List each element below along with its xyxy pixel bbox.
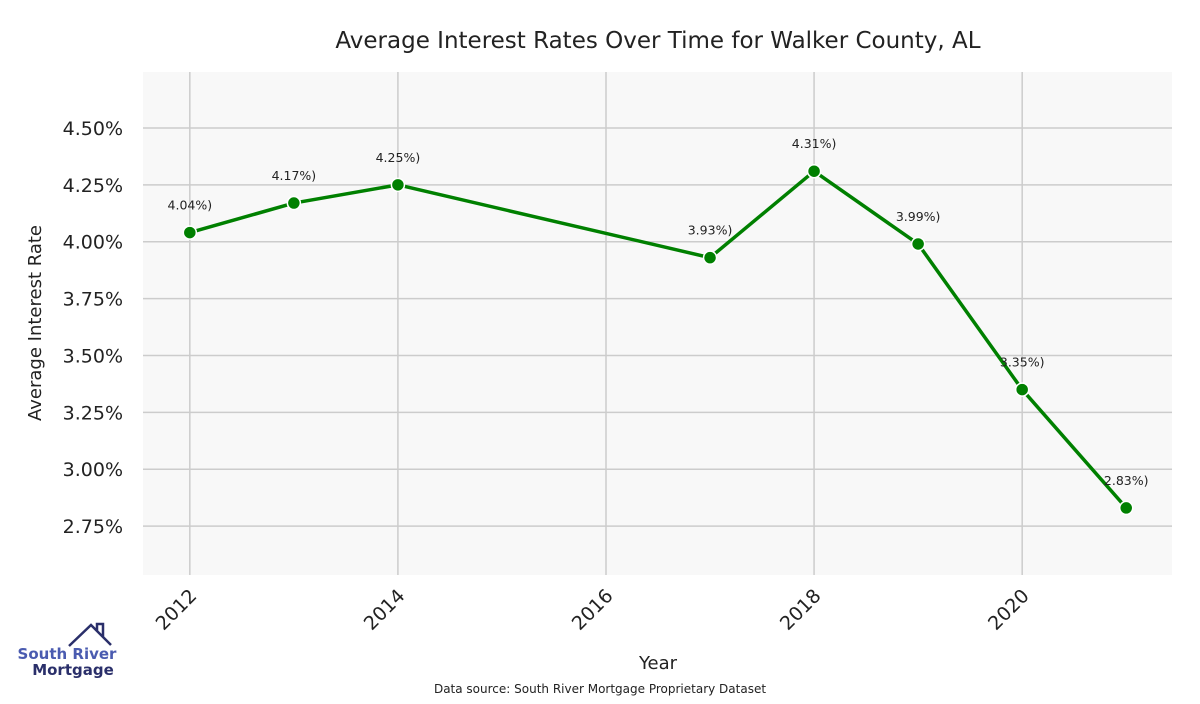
data-label: 4.04%) (168, 198, 213, 213)
y-tick-label: 2.75% (63, 516, 123, 538)
series-line: 4.04%) 4.17%) 4.25%) 3.93%) 4.31%) 3.99%) 3.35… (168, 136, 1149, 516)
data-point (390, 177, 406, 193)
logo-line1: South River (18, 645, 118, 663)
x-tick-label: 2016 (568, 585, 618, 635)
plot-area (143, 72, 1172, 575)
y-tick-label: 3.25% (63, 402, 123, 424)
x-axis-label: Year (638, 653, 678, 674)
data-label: 4.31%) (792, 136, 837, 151)
data-source-note: Data source: South River Mortgage Propri… (434, 682, 766, 696)
y-tick-label: 4.25% (63, 175, 123, 197)
data-label: 4.25%) (376, 150, 421, 165)
data-point (702, 250, 718, 265)
data-point (1118, 500, 1134, 516)
grid-lines (143, 72, 1172, 575)
data-point (286, 195, 302, 211)
data-label: 3.35%) (1000, 355, 1045, 370)
x-tick-label: 2020 (984, 585, 1034, 635)
chart-title: Average Interest Rates Over Time for Wal… (335, 28, 980, 54)
series-line-path (189, 169, 1128, 510)
logo-line2: Mortgage (32, 661, 114, 679)
y-tick-label: 3.50% (63, 345, 123, 367)
data-label: 3.99%) (896, 209, 941, 224)
y-tick-label: 3.75% (63, 289, 123, 311)
data-label: 3.93%) (688, 223, 733, 238)
y-tick-label: 3.00% (63, 459, 123, 481)
data-label: 2.83%) (1104, 473, 1149, 488)
x-axis-ticks: 2012 2014 2016 2018 2020 (152, 585, 1034, 635)
x-tick-label: 2018 (776, 585, 826, 635)
y-axis-label: Average Interest Rate (25, 225, 46, 421)
data-point (1014, 382, 1030, 397)
data-label: 4.17%) (272, 168, 317, 183)
x-tick-label: 2014 (360, 585, 410, 635)
y-axis-ticks: 2.75% 3.00% 3.25% 3.50% 3.75% 4.00% 4.25% 4.50% (63, 118, 123, 538)
house-roof-icon (68, 622, 112, 647)
y-tick-label: 4.50% (63, 118, 123, 140)
x-tick-label: 2012 (152, 585, 202, 635)
south-river-mortgage-logo: South River Mortgage (18, 622, 118, 679)
data-point (182, 225, 198, 240)
data-point (806, 163, 822, 179)
y-tick-label: 4.00% (63, 232, 123, 254)
data-point (910, 236, 926, 252)
